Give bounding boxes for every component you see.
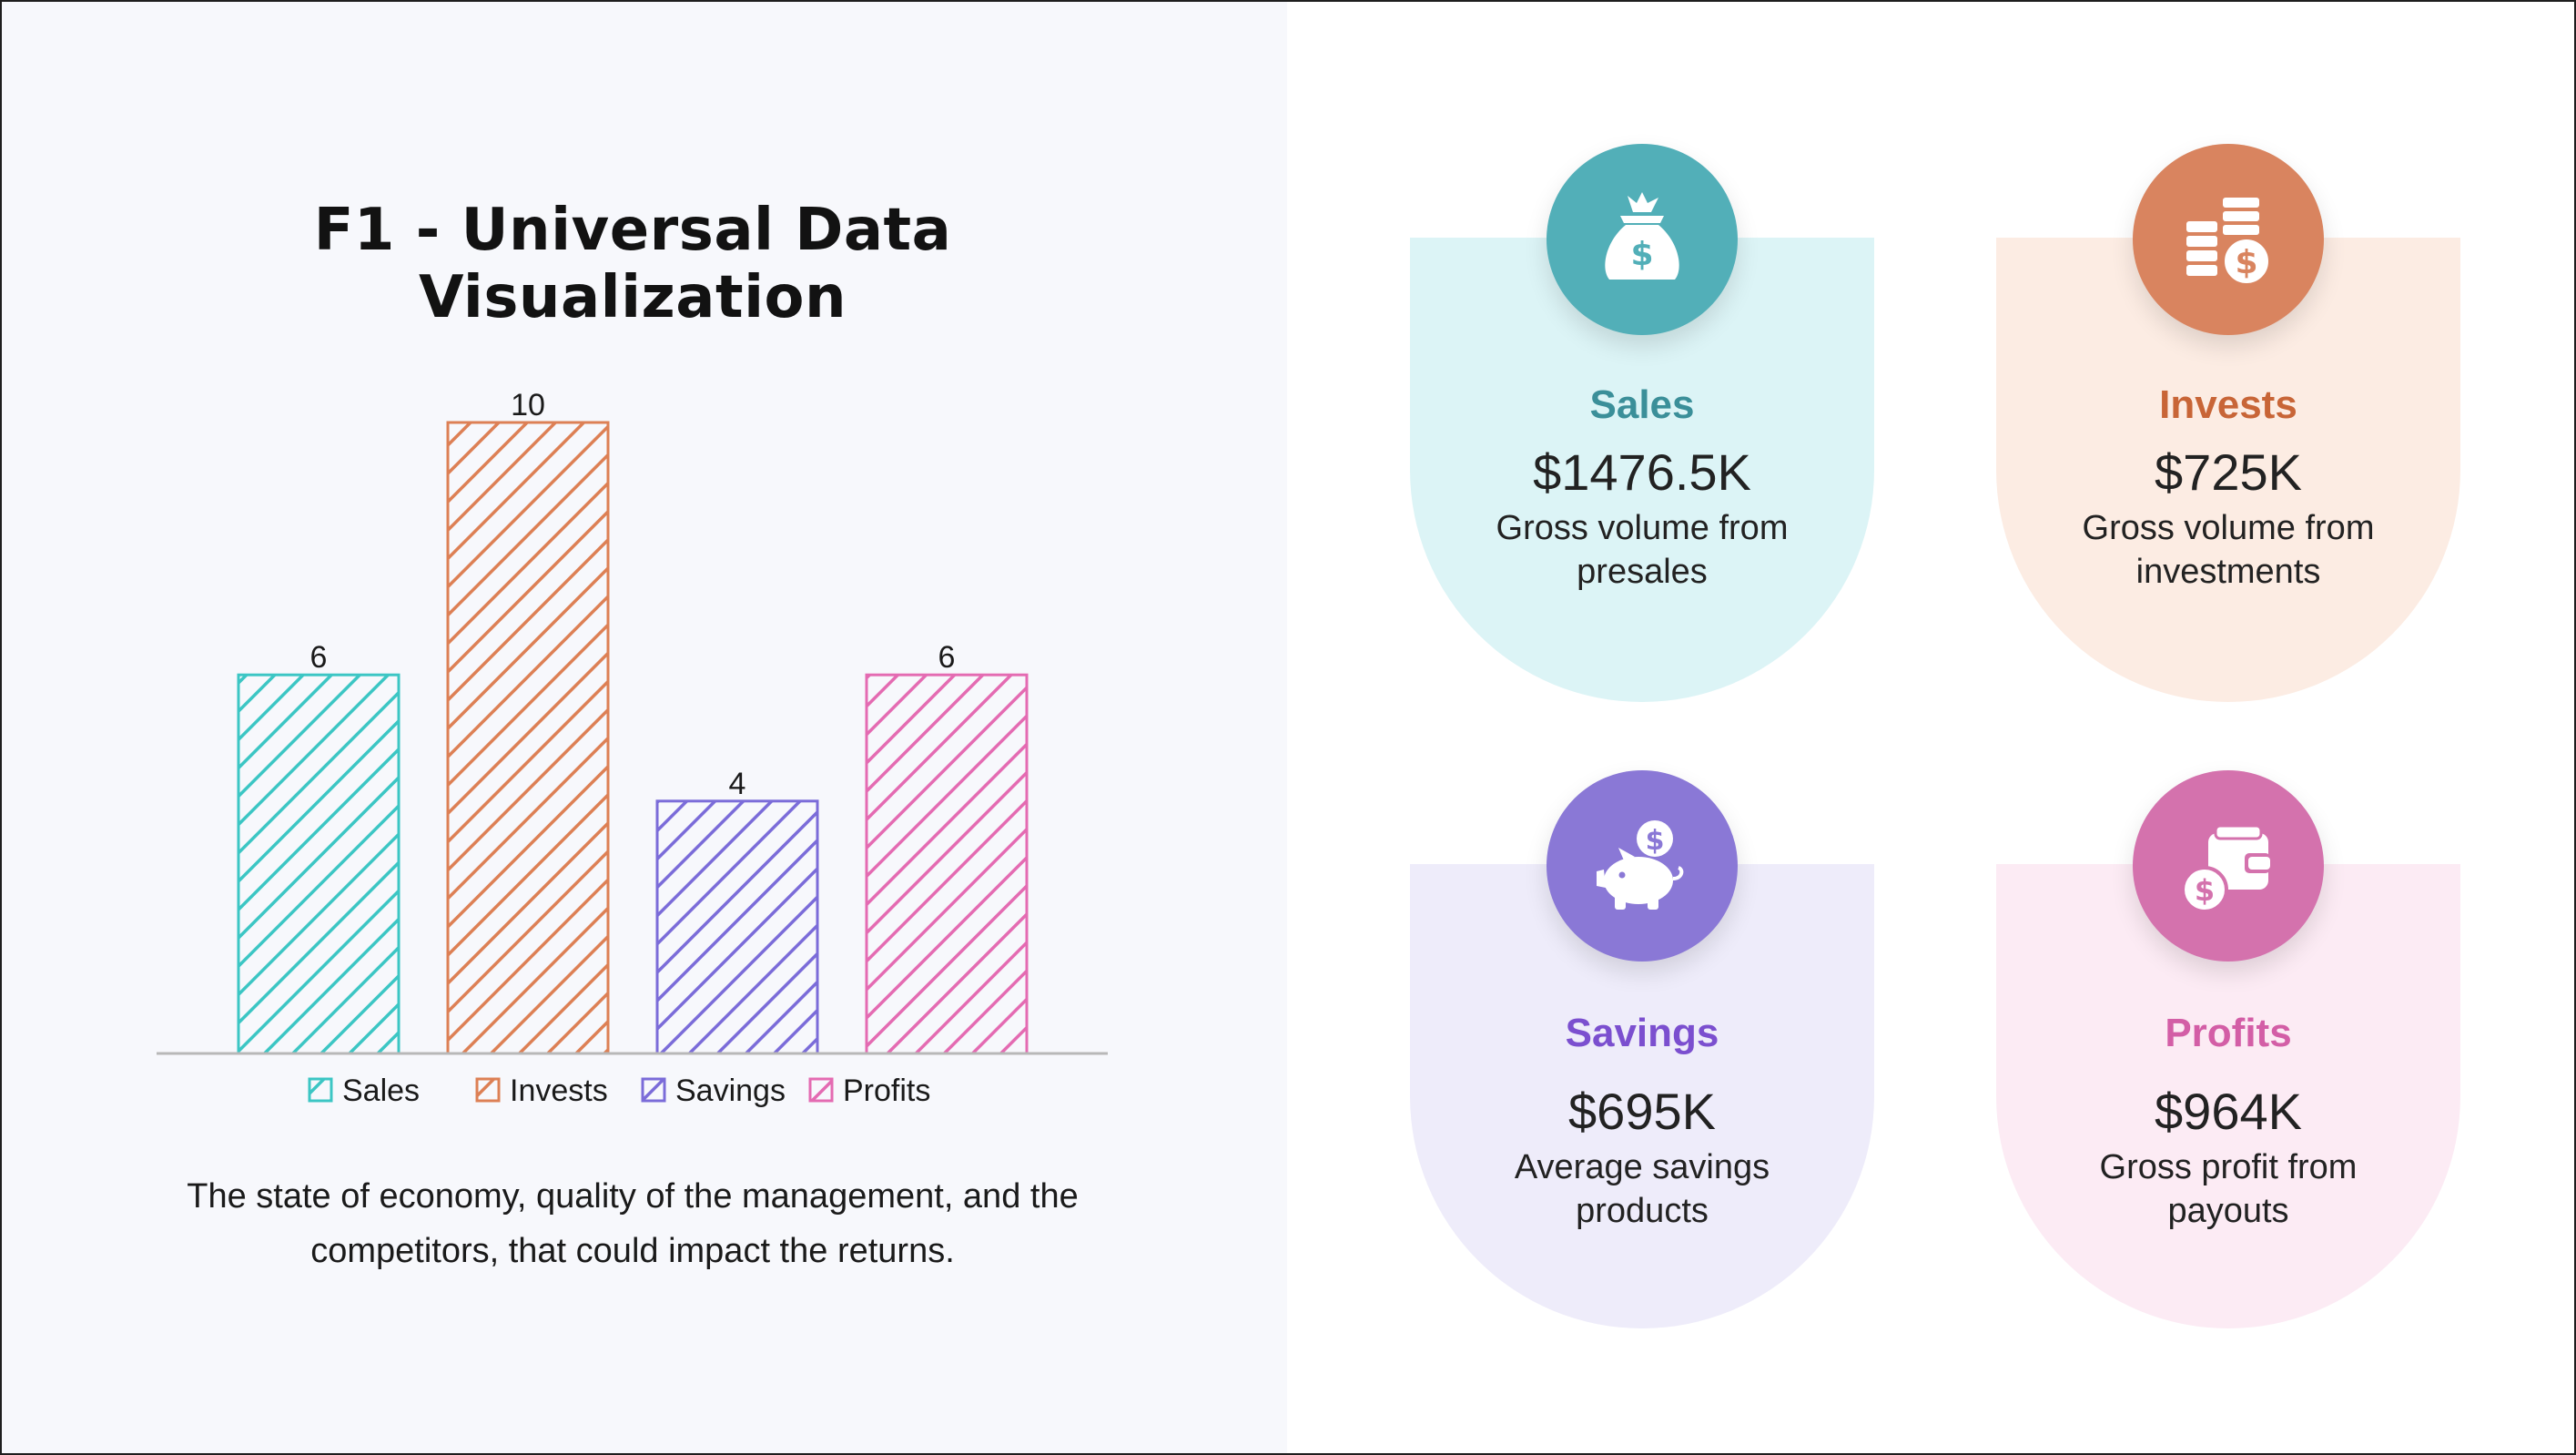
card-title: Profits — [2165, 1011, 2292, 1055]
legend-item-profits: Profits — [808, 1073, 930, 1108]
card-description-line: payouts — [2167, 1192, 2289, 1230]
legend-item-savings: Savings — [641, 1073, 786, 1108]
svg-text:$: $ — [1646, 825, 1665, 857]
svg-text:$: $ — [1630, 236, 1653, 273]
money-bag-icon: $ — [1605, 192, 1679, 280]
bar-chart: 6 10 4 6 Sales Invests Savings Profits — [157, 388, 1108, 1108]
legend-label: Sales — [342, 1073, 420, 1108]
legend-swatch — [808, 1077, 834, 1103]
chart-panel: F1 - Universal Data Visualization 6 10 4 6 … — [2, 2, 1287, 1453]
data-label-savings: 4 — [729, 767, 746, 801]
legend-label: Profits — [843, 1073, 930, 1108]
svg-text:$: $ — [2195, 873, 2215, 908]
bar-sales — [237, 673, 401, 1055]
legend-label: Invests — [510, 1073, 608, 1108]
data-label-profits: 6 — [938, 640, 956, 675]
legend-swatch — [641, 1077, 666, 1103]
bars-layer: 6 10 4 6 — [237, 388, 1029, 1055]
legend-item-invests: Invests — [475, 1073, 608, 1108]
card-description-line: investments — [2135, 553, 2321, 591]
card-description-line: Gross profit from — [2099, 1148, 2358, 1186]
chart-legend: Sales Invests Savings Profits — [308, 1073, 930, 1108]
card-title: Savings — [1565, 1011, 1719, 1055]
legend-label: Savings — [675, 1073, 786, 1108]
card-description: Gross volume from investments — [1996, 506, 2460, 594]
card-icon-circle: $ — [2133, 770, 2324, 962]
legend-swatch — [475, 1077, 501, 1103]
card-icon-circle: $ — [1547, 770, 1738, 962]
wallet-icon: $ — [2181, 824, 2270, 913]
card-description-line: products — [1576, 1192, 1709, 1230]
page-title: F1 - Universal Data Visualization — [313, 197, 952, 331]
coin-stack-icon: $ — [2186, 198, 2272, 287]
card-value: $1476.5K — [1533, 443, 1751, 501]
legend-item-sales: Sales — [308, 1073, 420, 1108]
card-description: Average savings products — [1410, 1145, 1874, 1233]
bar-profits — [865, 673, 1029, 1055]
card-value: $725K — [2155, 443, 2302, 501]
card-description-line: presales — [1577, 553, 1708, 591]
card-title: Sales — [1589, 382, 1695, 427]
card-description: Gross profit from payouts — [1996, 1145, 2460, 1233]
card-title: Invests — [2159, 382, 2297, 427]
data-label-sales: 6 — [310, 640, 328, 675]
svg-text:$: $ — [2235, 244, 2257, 281]
card-description-line: Average savings — [1514, 1148, 1770, 1186]
card-value: $695K — [1568, 1083, 1716, 1140]
card-icon-circle: $ — [1547, 144, 1738, 335]
card-icon-circle: $ — [2133, 144, 2324, 335]
card-value: $964K — [2155, 1083, 2302, 1140]
card-description-line: Gross volume from — [2082, 509, 2375, 547]
chart-caption: The state of economy, quality of the man… — [187, 1177, 1079, 1270]
card-description: Gross volume from presales — [1410, 506, 1874, 594]
bar-invests — [446, 421, 610, 1055]
piggy-bank-icon: $ — [1597, 820, 1684, 910]
bar-savings — [655, 799, 819, 1055]
data-label-invests: 10 — [511, 388, 545, 422]
card-description-line: Gross volume from — [1496, 509, 1789, 547]
legend-swatch — [308, 1077, 333, 1103]
